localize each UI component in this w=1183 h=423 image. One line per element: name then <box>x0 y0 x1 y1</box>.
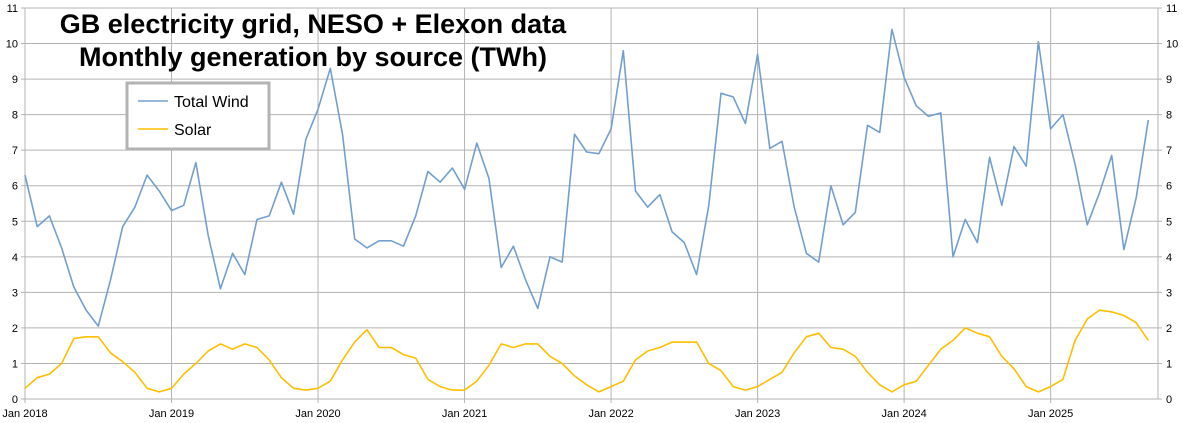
y-tick-label-right: 4 <box>1166 252 1172 264</box>
y-tick-label: 4 <box>12 252 18 264</box>
legend-label-total-wind: Total Wind <box>174 94 249 111</box>
legend-box <box>125 81 271 151</box>
y-tick-label-right: 10 <box>1166 39 1178 51</box>
y-tick-label: 11 <box>7 3 18 15</box>
x-tick-label: Jan 2021 <box>442 408 487 420</box>
legend-label-solar: Solar <box>174 122 212 139</box>
legend: Total Wind Solar <box>125 81 271 151</box>
y-tick-label-right: 7 <box>1166 145 1172 157</box>
x-tick-label: Jan 2022 <box>588 408 633 420</box>
y-tick-label: 3 <box>12 287 18 299</box>
y-tick-label: 2 <box>12 323 18 335</box>
series-line-total-wind <box>24 28 1150 327</box>
x-tick-label: Jan 2023 <box>735 408 780 420</box>
y-tick-label: 0 <box>12 394 18 406</box>
y-tick-label: 1 <box>12 358 18 370</box>
y-tick-label-right: 6 <box>1166 181 1172 193</box>
y-tick-label-right: 2 <box>1166 323 1172 335</box>
y-tick-label-right: 11 <box>1166 3 1177 15</box>
series-lines <box>24 28 1150 393</box>
x-tick-label: Jan 2019 <box>149 408 194 420</box>
y-tick-label-right: 0 <box>1166 394 1172 406</box>
y-tick-label-right: 5 <box>1166 216 1172 228</box>
chart-title: GB electricity grid, NESO + Elexon data <box>60 9 567 39</box>
y-tick-label: 8 <box>12 110 18 122</box>
y-tick-label: 9 <box>12 74 18 86</box>
y-tick-label-right: 8 <box>1166 110 1172 122</box>
y-axis-left: 0 1 2 3 4 5 6 7 8 9 10 11 <box>6 3 25 406</box>
y-tick-label-right: 1 <box>1166 358 1172 370</box>
series-line-solar <box>24 309 1149 393</box>
y-tick-label: 7 <box>12 145 18 157</box>
y-tick-label: 10 <box>6 39 18 51</box>
y-tick-label-right: 3 <box>1166 287 1172 299</box>
y-tick-label: 5 <box>12 216 18 228</box>
x-tick-label: Jan 2018 <box>2 408 47 420</box>
chart-subtitle: Monthly generation by source (TWh) <box>79 42 547 72</box>
x-axis: Jan 2018 Jan 2019 Jan 2020 Jan 2021 Jan 2022… <box>2 399 1073 420</box>
y-tick-label: 6 <box>12 181 18 193</box>
y-tick-label-right: 9 <box>1166 74 1172 86</box>
y-axis-right: 0 1 2 3 4 5 6 7 8 9 10 11 <box>1158 3 1178 406</box>
x-tick-label: Jan 2024 <box>881 408 926 420</box>
x-tick-label: Jan 2020 <box>295 408 340 420</box>
x-tick-label: Jan 2025 <box>1028 408 1073 420</box>
